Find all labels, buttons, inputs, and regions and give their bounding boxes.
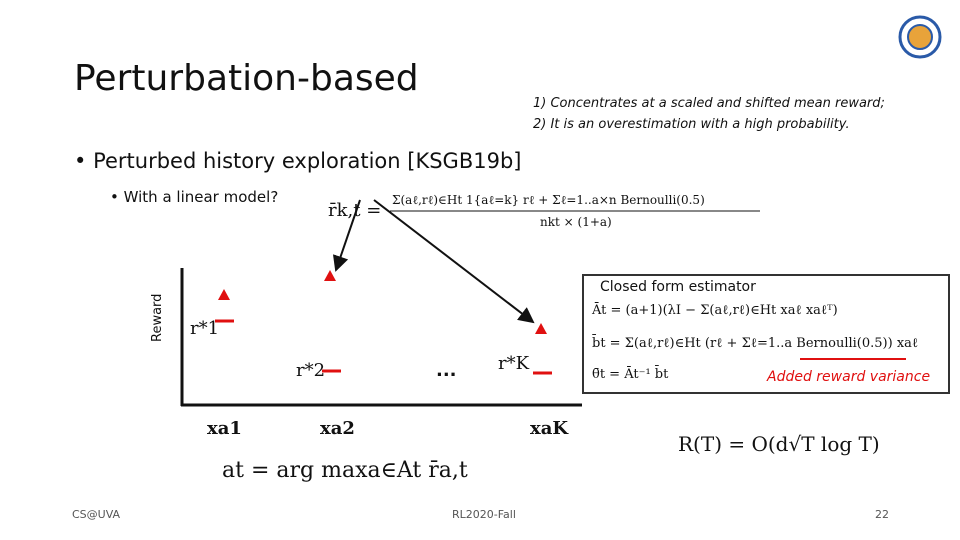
bullet: • Perturbed history exploration [KSGB19b… <box>74 149 522 173</box>
arm-label: xa2 <box>320 418 355 439</box>
estimator-line: b̄t = Σ(aℓ,rℓ)∈Ht (rℓ + Σℓ=1..a Bernoull… <box>592 336 919 351</box>
footer-center: RL2020-Fall <box>452 508 516 521</box>
regret: R(T) = O(d√T log T) <box>678 432 880 456</box>
arm-label: xa1 <box>207 418 242 439</box>
argmax: at = arg maxa∈At r̄a,t <box>222 458 468 483</box>
triangle <box>218 289 230 300</box>
title: Perturbation-based <box>74 58 419 99</box>
annotation: Added reward variance <box>767 369 931 385</box>
axis-label: Reward <box>150 293 165 342</box>
optimal-label: r*2 <box>296 360 326 381</box>
sub-bullet: • With a linear model? <box>110 188 279 206</box>
estimator-line: θ̄t = Āt⁻¹ b̄t <box>592 367 669 382</box>
triangle <box>535 323 547 334</box>
arm-label: xaK <box>530 418 569 439</box>
logo-center <box>907 24 933 50</box>
footer-left: CS@UVA <box>72 508 121 521</box>
formula-denominator: nkt × (1+a) <box>540 215 612 229</box>
page-number: 22 <box>875 508 889 521</box>
estimator-line: Āt = (a+1)(λI − Σ(aℓ,rℓ)∈Ht xaℓ xaℓᵀ) <box>592 303 838 318</box>
note: 1) Concentrates at a scaled and shifted … <box>533 96 885 111</box>
arrow <box>373 199 535 324</box>
estimator-box <box>582 274 950 394</box>
estimator-title: Closed form estimator <box>600 279 756 295</box>
optimal-label: r*1 <box>190 318 220 339</box>
note: 2) It is an overestimation with a high p… <box>533 117 850 132</box>
sub-bullet-text: With a linear model? <box>123 188 279 206</box>
optimal-label: r*K <box>498 353 530 374</box>
triangle <box>324 270 336 281</box>
arrow <box>332 199 361 272</box>
formula-numerator: Σ(aℓ,rℓ)∈Ht 1{aℓ=k} rℓ + Σℓ=1..a×n Berno… <box>392 193 705 207</box>
ellipsis: ... <box>436 360 457 381</box>
bullet-text: Perturbed history exploration [KSGB19b] <box>93 149 522 173</box>
formula-lhs: r̄k,t = <box>328 200 382 221</box>
